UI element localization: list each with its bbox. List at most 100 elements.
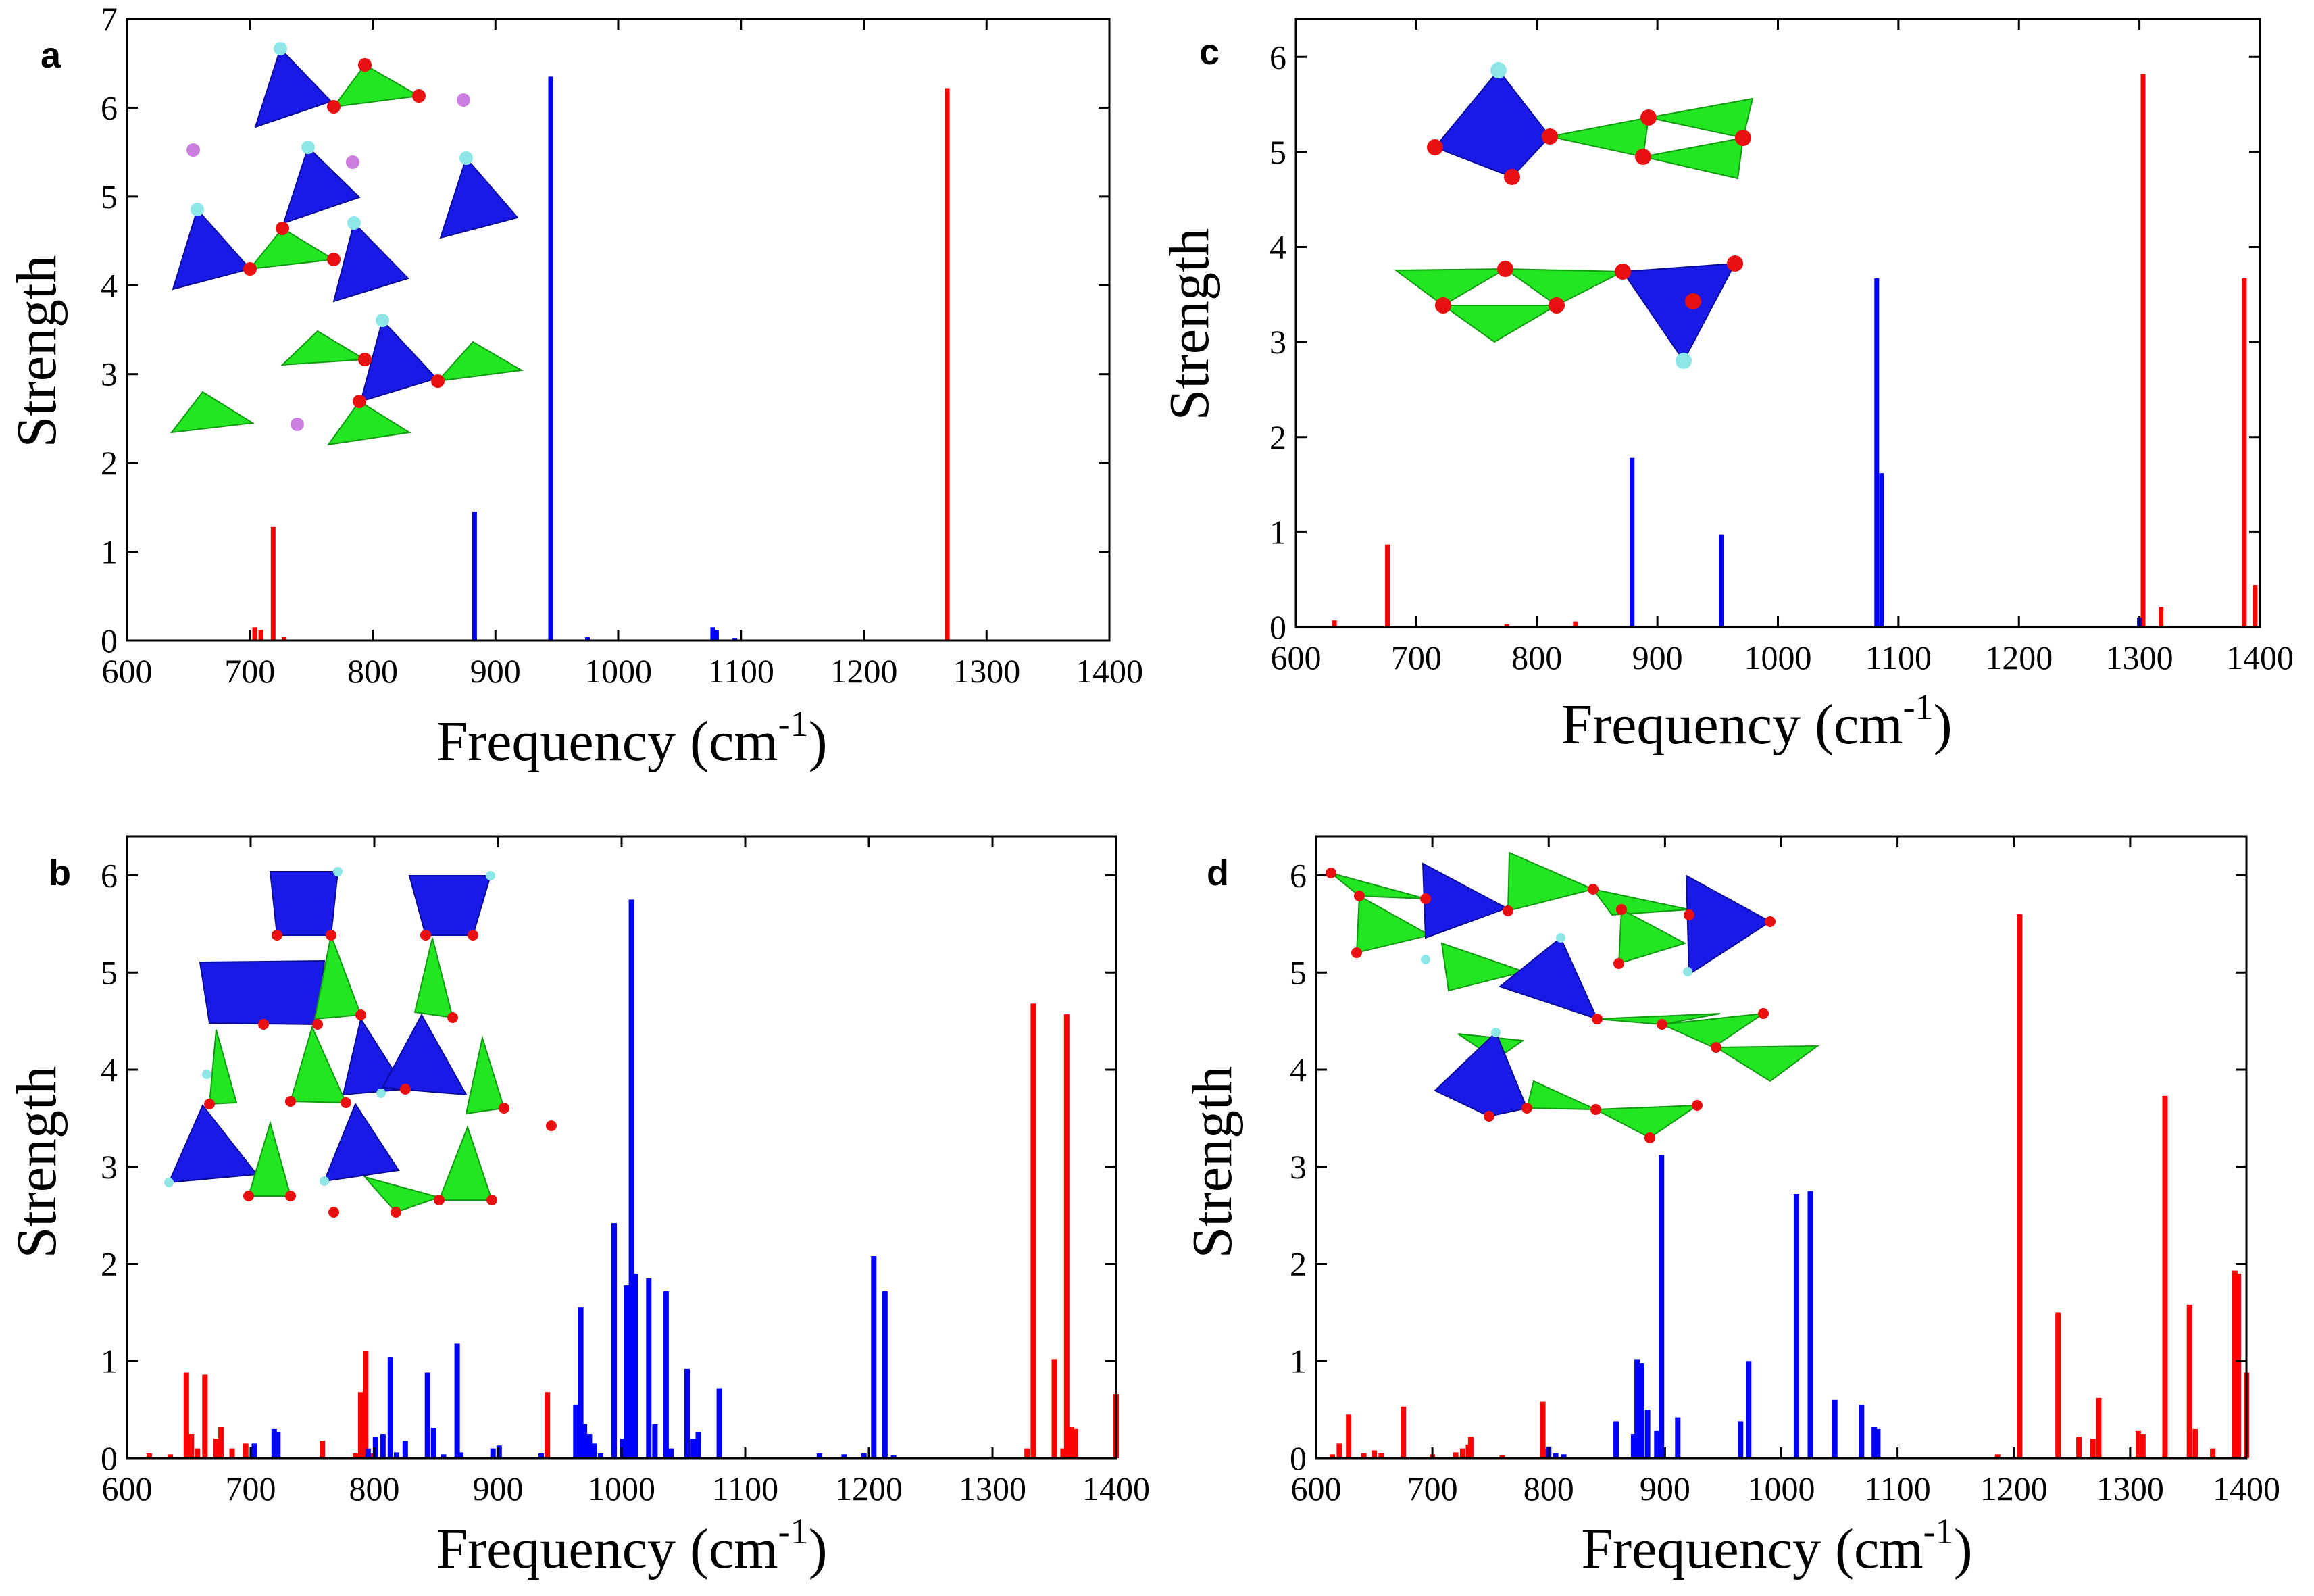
oxygen-atom (1420, 893, 1431, 904)
panel-b-bar-red (1030, 1003, 1036, 1459)
panel-d-bar-red (1372, 1450, 1378, 1458)
panel-a-x-tick-label: 1300 (953, 652, 1020, 690)
panel-c-plot-frame (1294, 18, 2261, 628)
panel-a-y-tick-label: 5 (101, 178, 118, 216)
panel-b-bar-red (229, 1448, 235, 1458)
oxygen-atom (285, 1191, 296, 1201)
panel-b-bar-blue (458, 1452, 464, 1458)
panel-d-bar-red (2236, 1273, 2241, 1458)
structure-tetrahedron (1621, 262, 1736, 362)
panel-d-bar-blue (1859, 1404, 1865, 1458)
oxygen-atom (328, 1207, 339, 1218)
oxygen-atom (327, 253, 341, 266)
panel-d-bar-blue (1613, 1421, 1619, 1458)
oxygen-atom (1588, 884, 1599, 895)
oxygen-atom (1590, 1104, 1601, 1115)
panel-d-x-ticks: 600 700 800 900 1000 1100 1200 1300 1400 (1291, 837, 2280, 1507)
panel-a-bars (252, 76, 950, 641)
structure-triangle (413, 937, 454, 1019)
panel-c-x-axis-title-end: ) (1934, 693, 1953, 756)
panel-d-bar-blue (1875, 1428, 1881, 1458)
structure-triangle (1440, 305, 1559, 343)
panel-c-letter: c (1199, 32, 1219, 72)
oxygen-atom (1685, 293, 1701, 309)
panel-c-x-tick-label: 700 (1391, 639, 1442, 676)
panel-c-x-axis-title-main: Frequency (cm (1561, 693, 1903, 756)
hydrogen-atom (459, 151, 473, 165)
panel-b-y-axis-title: Strength (5, 1066, 68, 1259)
panel-b-bar-blue (538, 1453, 545, 1458)
panel-b-y-ticks: 0 1 2 3 4 5 6 (101, 857, 1116, 1477)
oxygen-atom (499, 1103, 509, 1114)
panel-b-bar-red (202, 1374, 208, 1458)
panel-d-x-tick-label: 600 (1291, 1470, 1342, 1507)
panel-a-bar-red (282, 637, 287, 641)
hydrogen-atom (333, 867, 343, 876)
structure-triangle (465, 1035, 505, 1115)
panel-d-bar-blue (1659, 1155, 1665, 1458)
structure-tetrahedron (199, 959, 326, 1026)
panel-b-bar-blue (690, 1439, 697, 1459)
panel-b-bar-blue (275, 1432, 281, 1458)
oxygen-atom (358, 353, 372, 366)
hydrogen-atom (164, 1178, 174, 1187)
panel-a-bar-blue (472, 512, 477, 641)
panel-d-bar-blue (1738, 1421, 1744, 1458)
structure-tetrahedron (282, 146, 361, 224)
panel-d-bar-red (2096, 1397, 2102, 1458)
panel-c-y-tick-label: 1 (1269, 513, 1286, 551)
hydrogen-atom (376, 1089, 386, 1098)
panel-b-structure-inset (164, 867, 557, 1218)
structure-tetrahedron (323, 1102, 400, 1182)
structure-tetrahedron (381, 1013, 468, 1096)
oxygen-atom (1542, 128, 1558, 145)
panel-b-bar-red (218, 1427, 224, 1458)
panel-d-bar-red (1453, 1452, 1459, 1458)
oxygen-atom (468, 930, 478, 941)
panel-b-bar-red (353, 1453, 359, 1458)
panel-b-bar-blue (578, 1307, 584, 1458)
oxygen-atom (1484, 1111, 1494, 1122)
panel-b-bar-blue (402, 1441, 408, 1458)
structure-triangle (280, 330, 368, 366)
oxygen-atom (1497, 261, 1513, 277)
panel-b-y-tick-label: 5 (101, 953, 118, 991)
oxygen-atom (1592, 1014, 1603, 1024)
panel-d-bar-blue (1871, 1427, 1878, 1458)
structure-triangle (1330, 872, 1426, 899)
panel-a-bar-blue (713, 630, 719, 641)
panel-d-structure-inset (1326, 851, 1820, 1143)
oxygen-atom (1616, 904, 1627, 915)
panel-b-bar-red (146, 1453, 152, 1458)
structure-triangle (1440, 942, 1527, 992)
structure-tetrahedron (1422, 862, 1509, 939)
panel-a-bar-blue (548, 76, 553, 641)
panel-b-bar-blue (490, 1448, 496, 1458)
hydrogen-atom (1421, 955, 1430, 964)
structure-tetrahedron (1498, 937, 1599, 1020)
panel-d-y-tick-label: 0 (1290, 1439, 1307, 1477)
panel-b-x-tick-label: 600 (102, 1470, 153, 1507)
panel-b-bar-blue (380, 1434, 386, 1458)
panel-d-x-axis-title-exponent: -1 (1923, 1511, 1954, 1551)
panel-b-bar-blue (424, 1372, 430, 1458)
oxygen-atom (312, 1019, 323, 1030)
panel-c-x-tick-label: 1100 (1865, 639, 1932, 676)
oxygen-atom (1684, 909, 1694, 920)
panel-a-x-axis-title-main: Frequency (cm (436, 710, 778, 773)
panel-a-y-ticks: 0 1 2 3 4 5 6 7 (101, 0, 1109, 659)
hydrogen-atom (274, 42, 287, 55)
panel-c-bar-blue (1879, 473, 1884, 627)
panel-b-y-tick-label: 4 (101, 1051, 118, 1089)
structure-triangle (1642, 136, 1744, 180)
structure-triangle (247, 1120, 292, 1197)
panel-d-bar-blue (1654, 1430, 1660, 1459)
panel-b-x-tick-label: 1200 (835, 1470, 903, 1507)
panel-d-bar-red (2076, 1437, 2082, 1458)
panel-b-letter: b (49, 853, 71, 893)
hydrogen-atom (1491, 1028, 1501, 1037)
panel-d-bars (1330, 914, 2249, 1459)
panel-b-bar-blue (628, 899, 634, 1458)
panel-c-structure-inset (1394, 62, 1754, 369)
panel-a-y-tick-label: 3 (101, 355, 118, 393)
